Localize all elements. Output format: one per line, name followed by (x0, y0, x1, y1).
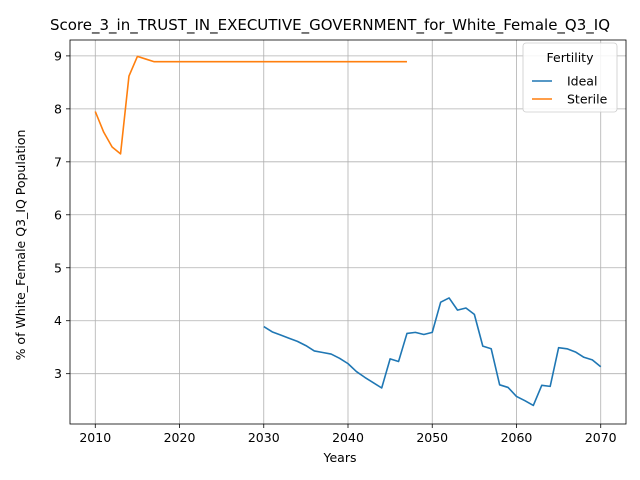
y-tick-label: 6 (54, 207, 62, 222)
chart-title: Score_3_in_TRUST_IN_EXECUTIVE_GOVERNMENT… (50, 16, 610, 35)
y-tick-label: 3 (54, 366, 62, 381)
y-tick-label: 8 (54, 101, 62, 116)
plot-lines (94, 55, 602, 407)
x-axis-label: Years (323, 450, 357, 465)
x-tick-label: 2010 (79, 430, 111, 445)
legend-box (522, 42, 618, 113)
y-tick-label: 5 (54, 260, 62, 275)
series-line-sterile (94, 55, 407, 155)
y-tick-label: 4 (54, 313, 62, 328)
series-line-ideal (263, 297, 602, 407)
x-tick-label: 2070 (585, 430, 617, 445)
y-axis-label: % of White_Female Q3_IQ Population (13, 130, 28, 361)
x-tick-label: 2030 (248, 430, 280, 445)
y-tick-label: 7 (54, 154, 62, 169)
legend-label-sterile: Sterile (567, 92, 608, 107)
y-tick-label: 9 (54, 48, 62, 63)
x-tick-label: 2050 (416, 430, 448, 445)
x-tick-label: 2020 (164, 430, 196, 445)
legend-label-ideal: Ideal (567, 74, 597, 89)
x-tick-label: 2040 (332, 430, 364, 445)
axis-ticks: 2010 2020 2030 2040 2050 2060 2070 3 4 5 6 7 8 9 (54, 48, 617, 445)
x-tick-label: 2060 (501, 430, 533, 445)
legend-title: Fertility (547, 50, 595, 65)
legend: Fertility Ideal Sterile (522, 42, 618, 113)
